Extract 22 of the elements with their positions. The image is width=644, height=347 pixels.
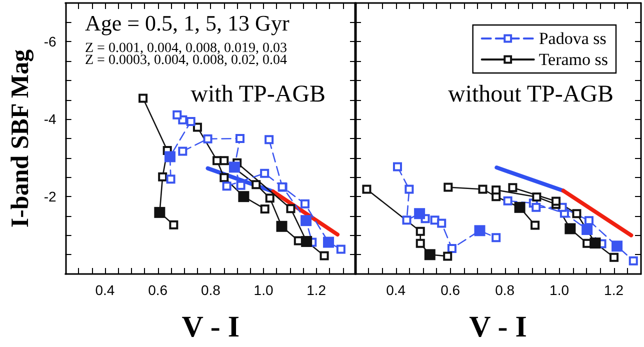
x-tick-label: 0.4 bbox=[95, 282, 115, 298]
annotation: without TP-AGB bbox=[448, 82, 614, 108]
x-tick-label: 0.4 bbox=[386, 282, 406, 298]
x-tick-label: 1.2 bbox=[604, 282, 624, 298]
x-axis-title: V - I bbox=[182, 310, 240, 344]
legend-label: Teramo ss bbox=[538, 50, 608, 69]
x-tick-label: 1.2 bbox=[306, 282, 326, 298]
annotation: Age = 0.5, 1, 5, 13 Gyr bbox=[85, 10, 290, 36]
y-tick-label: -6 bbox=[44, 34, 57, 50]
annotation: Z = 0.0003, 0.004, 0.008, 0.02, 0.04 bbox=[85, 53, 287, 68]
x-tick-label: 0.8 bbox=[495, 282, 515, 298]
x-tick-label: 1.0 bbox=[550, 282, 570, 298]
x-tick-label: 0.6 bbox=[440, 282, 460, 298]
y-tick-label: -2 bbox=[44, 188, 57, 205]
annotation: with TP-AGB bbox=[190, 82, 326, 108]
x-tick-label: 0.8 bbox=[200, 282, 221, 298]
x-tick-label: 0.6 bbox=[148, 282, 168, 298]
x-tick-label: 1.0 bbox=[254, 282, 274, 298]
y-tick-label: -4 bbox=[44, 111, 57, 128]
y-axis-title: I-band SBF Mag bbox=[7, 48, 34, 228]
x-axis-title: V - I bbox=[469, 310, 527, 344]
legend-label: Padova ss bbox=[538, 29, 606, 48]
